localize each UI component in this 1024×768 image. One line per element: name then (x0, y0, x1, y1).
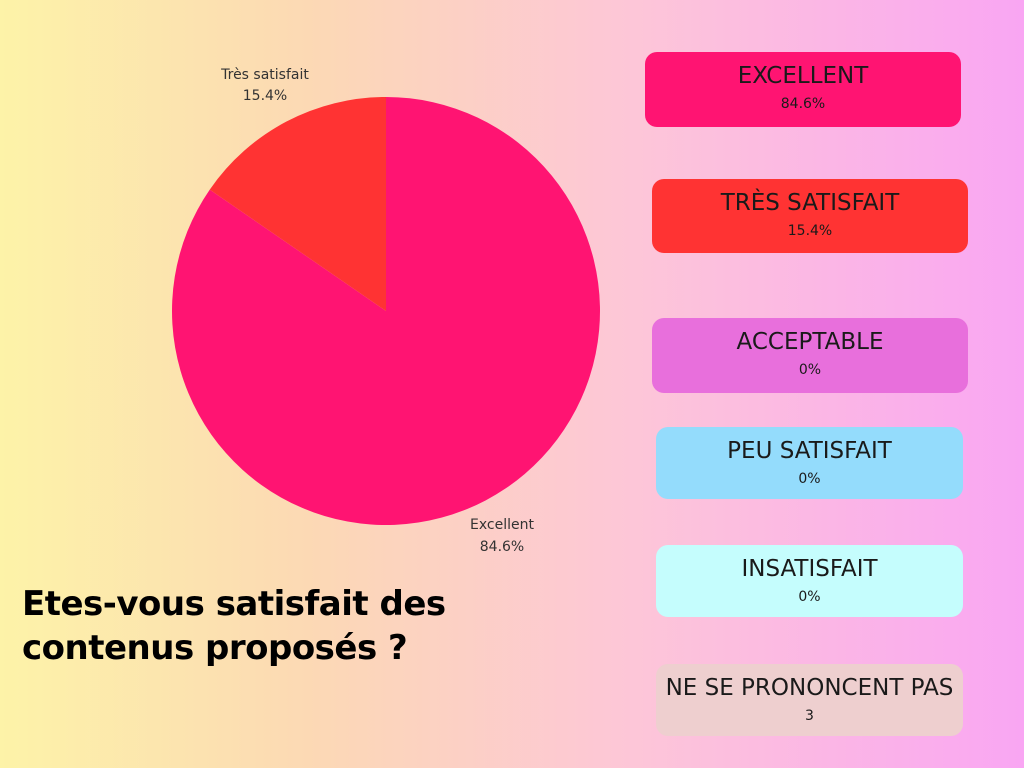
legend-box-excellent: EXCELLENT 84.6% (645, 52, 961, 127)
legend-box-tres-satisfait: TRÈS SATISFAIT 15.4% (652, 179, 968, 253)
legend-label: INSATISFAIT (741, 556, 878, 582)
slice-label-tres-satisfait-value: 15.4% (243, 88, 287, 104)
slice-label-tres-satisfait-name: Très satisfait (220, 67, 309, 83)
legend-label: PEU SATISFAIT (727, 438, 892, 464)
pie-slice-tr-s-satisfait (209, 97, 386, 311)
legend-box-peu-satisfait: PEU SATISFAIT 0% (656, 427, 963, 499)
legend-label: TRÈS SATISFAIT (720, 190, 900, 216)
legend-value: 3 (805, 708, 814, 724)
legend-value: 84.6% (780, 96, 826, 112)
legend-label: NE SE PRONONCENT PAS (665, 675, 954, 701)
legend-box-acceptable: ACCEPTABLE 0% (652, 318, 968, 393)
legend-label: ACCEPTABLE (736, 329, 884, 355)
legend-box-insatisfait: INSATISFAIT 0% (656, 545, 963, 617)
legend-value: 15.4% (787, 223, 833, 239)
legend-value: 0% (798, 362, 822, 378)
survey-question: Etes-vous satisfait des contenus proposé… (22, 584, 446, 668)
legend-label: EXCELLENT (737, 63, 869, 89)
legend-value: 0% (798, 589, 821, 605)
slice-label-excellent-value: 84.6% (480, 539, 524, 555)
legend-value: 0% (798, 471, 821, 487)
slice-label-excellent-name: Excellent (470, 517, 534, 533)
legend-box-ne-se-prononcent-pas: NE SE PRONONCENT PAS 3 (656, 664, 963, 736)
